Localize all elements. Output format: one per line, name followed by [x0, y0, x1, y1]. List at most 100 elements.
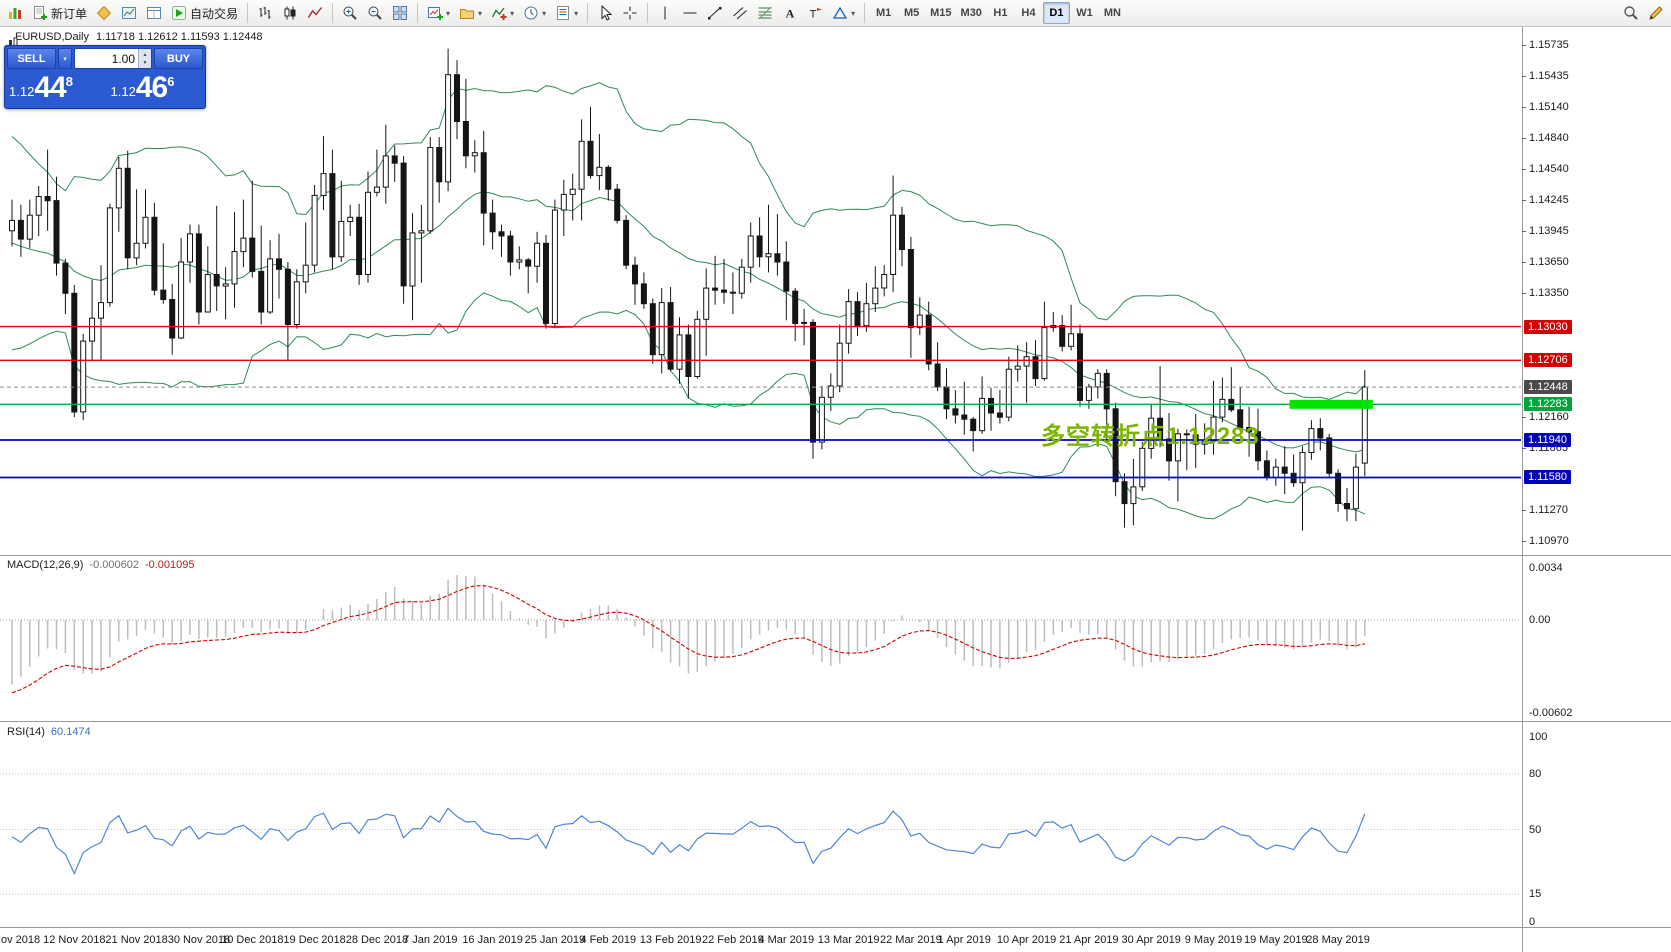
tile-windows-icon: [392, 5, 408, 21]
candle-body: [187, 233, 193, 263]
buy-price-display[interactable]: 1.12 46 6: [102, 71, 204, 106]
candle-body: [382, 155, 389, 188]
candle-body: [213, 274, 220, 287]
candle-body: [498, 231, 505, 237]
candle-body: [365, 191, 371, 275]
timeframe-mn-button[interactable]: MN: [1099, 2, 1126, 24]
text-tool-button[interactable]: A: [778, 2, 802, 24]
terminal-button[interactable]: [3, 2, 27, 24]
volume-dropdown-button[interactable]: ▾: [58, 48, 72, 69]
cursor-tool-button[interactable]: [593, 2, 617, 24]
vertical-line-tool-button[interactable]: [653, 2, 677, 24]
date-label: 10 Dec 2018: [221, 934, 284, 946]
toolbar: 新订单 自动交易 ▾ ▾ ▾ ▾ ▾ A T ▾ M1 M5 M15 M30 H1 H4 D1 W1 MN: [0, 0, 1671, 27]
zoom-in-button[interactable]: [338, 2, 362, 24]
periods-button[interactable]: ▾: [519, 2, 550, 24]
crosshair-tool-button[interactable]: [618, 2, 642, 24]
candle-body: [596, 166, 603, 177]
shapes-tool-button[interactable]: ▾: [828, 2, 859, 24]
candle-body: [1210, 416, 1217, 442]
date-label: 30 Nov 2018: [167, 934, 231, 946]
channel-tool-button[interactable]: [728, 2, 752, 24]
volume-input[interactable]: [75, 49, 138, 68]
candle-body: [320, 173, 327, 197]
sell-price-display[interactable]: 1.12 44 8: [7, 71, 102, 106]
price-chart-canvas[interactable]: [0, 27, 1522, 555]
quick-draft-button[interactable]: [1644, 2, 1668, 24]
templates-button[interactable]: ▾: [551, 2, 582, 24]
candle-body: [418, 230, 425, 234]
timeframe-m5-button[interactable]: M5: [898, 2, 925, 24]
axis-tick-mark: [1522, 169, 1526, 170]
candle-body: [347, 216, 354, 223]
price-scale[interactable]: 1.15735 1.15435 1.15140 1.14840 1.14540 1.142…: [1522, 27, 1671, 952]
timeframe-m1-button[interactable]: M1: [870, 2, 897, 24]
data-window-button[interactable]: [142, 2, 166, 24]
price-tick-label: 1.15435: [1529, 70, 1569, 82]
candle-body: [98, 302, 104, 319]
fibonacci-tool-button[interactable]: [753, 2, 777, 24]
date-label: 25 Jan 2019: [524, 934, 586, 946]
candle-body: [124, 167, 131, 259]
candlestick-mode-button[interactable]: [278, 2, 302, 24]
timeframe-m15-button[interactable]: M15: [926, 2, 955, 24]
market-watch-button[interactable]: [117, 2, 141, 24]
mql5-community-button[interactable]: [92, 2, 116, 24]
candle-body: [854, 301, 861, 327]
candle-body: [1166, 438, 1172, 462]
date-label: 1 Apr 2019: [937, 934, 991, 946]
timeframe-w1-button[interactable]: W1: [1071, 2, 1098, 24]
zoom-out-button[interactable]: [363, 2, 387, 24]
autotrading-button[interactable]: 自动交易: [167, 2, 242, 24]
sell-button[interactable]: SELL: [7, 48, 56, 69]
timeframe-h1-button[interactable]: H1: [987, 2, 1014, 24]
symbol-period-label: EURUSD,Daily: [15, 31, 89, 43]
line-chart-mode-button[interactable]: [303, 2, 327, 24]
candle-body: [445, 74, 452, 183]
macd-tick-label: -0.00602: [1529, 707, 1573, 719]
new-chart-button[interactable]: ▾: [423, 2, 454, 24]
search-icon: [1623, 5, 1639, 21]
cursor-icon: [597, 5, 613, 21]
buy-button[interactable]: BUY: [154, 48, 203, 69]
pane-separator[interactable]: [0, 927, 1671, 928]
axis-tick-mark: [1522, 417, 1526, 418]
horizontal-line-tool-button[interactable]: [678, 2, 702, 24]
candle-body: [1121, 481, 1128, 505]
dropdown-arrow-icon: ▾: [478, 8, 483, 18]
candle-body: [560, 193, 567, 211]
text-label-tool-button[interactable]: T: [803, 2, 827, 24]
indicators-button[interactable]: ▾: [487, 2, 518, 24]
pane-separator[interactable]: [0, 555, 1671, 556]
rsi-indicator-canvas[interactable]: [0, 723, 1522, 927]
price-level-badge: 1.12448: [1524, 380, 1572, 394]
profiles-button[interactable]: ▾: [455, 2, 486, 24]
timeframe-h4-button[interactable]: H4: [1015, 2, 1042, 24]
timeframe-m30-button[interactable]: M30: [957, 2, 986, 24]
timeframe-d1-button[interactable]: D1: [1042, 2, 1070, 24]
new-order-button[interactable]: 新订单: [28, 2, 91, 24]
candle-body: [765, 253, 772, 258]
date-label: 13 Mar 2019: [817, 934, 880, 946]
chart-window[interactable]: 1.15735 1.15435 1.15140 1.14840 1.14540 1.142…: [0, 27, 1671, 952]
trendline-tool-button[interactable]: [703, 2, 727, 24]
chart-title: EURUSD,Daily 1.11718 1.12612 1.11593 1.1…: [8, 31, 263, 47]
volume-spinner[interactable]: ▲ ▼: [138, 49, 151, 68]
volume-field: ▲ ▼: [74, 48, 152, 69]
candle-body: [1023, 356, 1030, 367]
candle-body: [106, 207, 113, 304]
sell-price-main: 44: [34, 71, 66, 104]
search-button[interactable]: [1619, 2, 1643, 24]
candle-body: [551, 209, 558, 324]
pane-separator[interactable]: [0, 721, 1671, 722]
bar-chart-mode-button[interactable]: [253, 2, 277, 24]
candle-body: [534, 242, 541, 267]
rsi-indicator-name: RSI(14): [7, 726, 45, 738]
candle-body: [614, 188, 621, 221]
candle-body: [373, 186, 380, 193]
candle-body: [543, 242, 549, 324]
candle-body: [640, 283, 647, 305]
tile-windows-button[interactable]: [388, 2, 412, 24]
macd-indicator-canvas[interactable]: [0, 557, 1522, 721]
